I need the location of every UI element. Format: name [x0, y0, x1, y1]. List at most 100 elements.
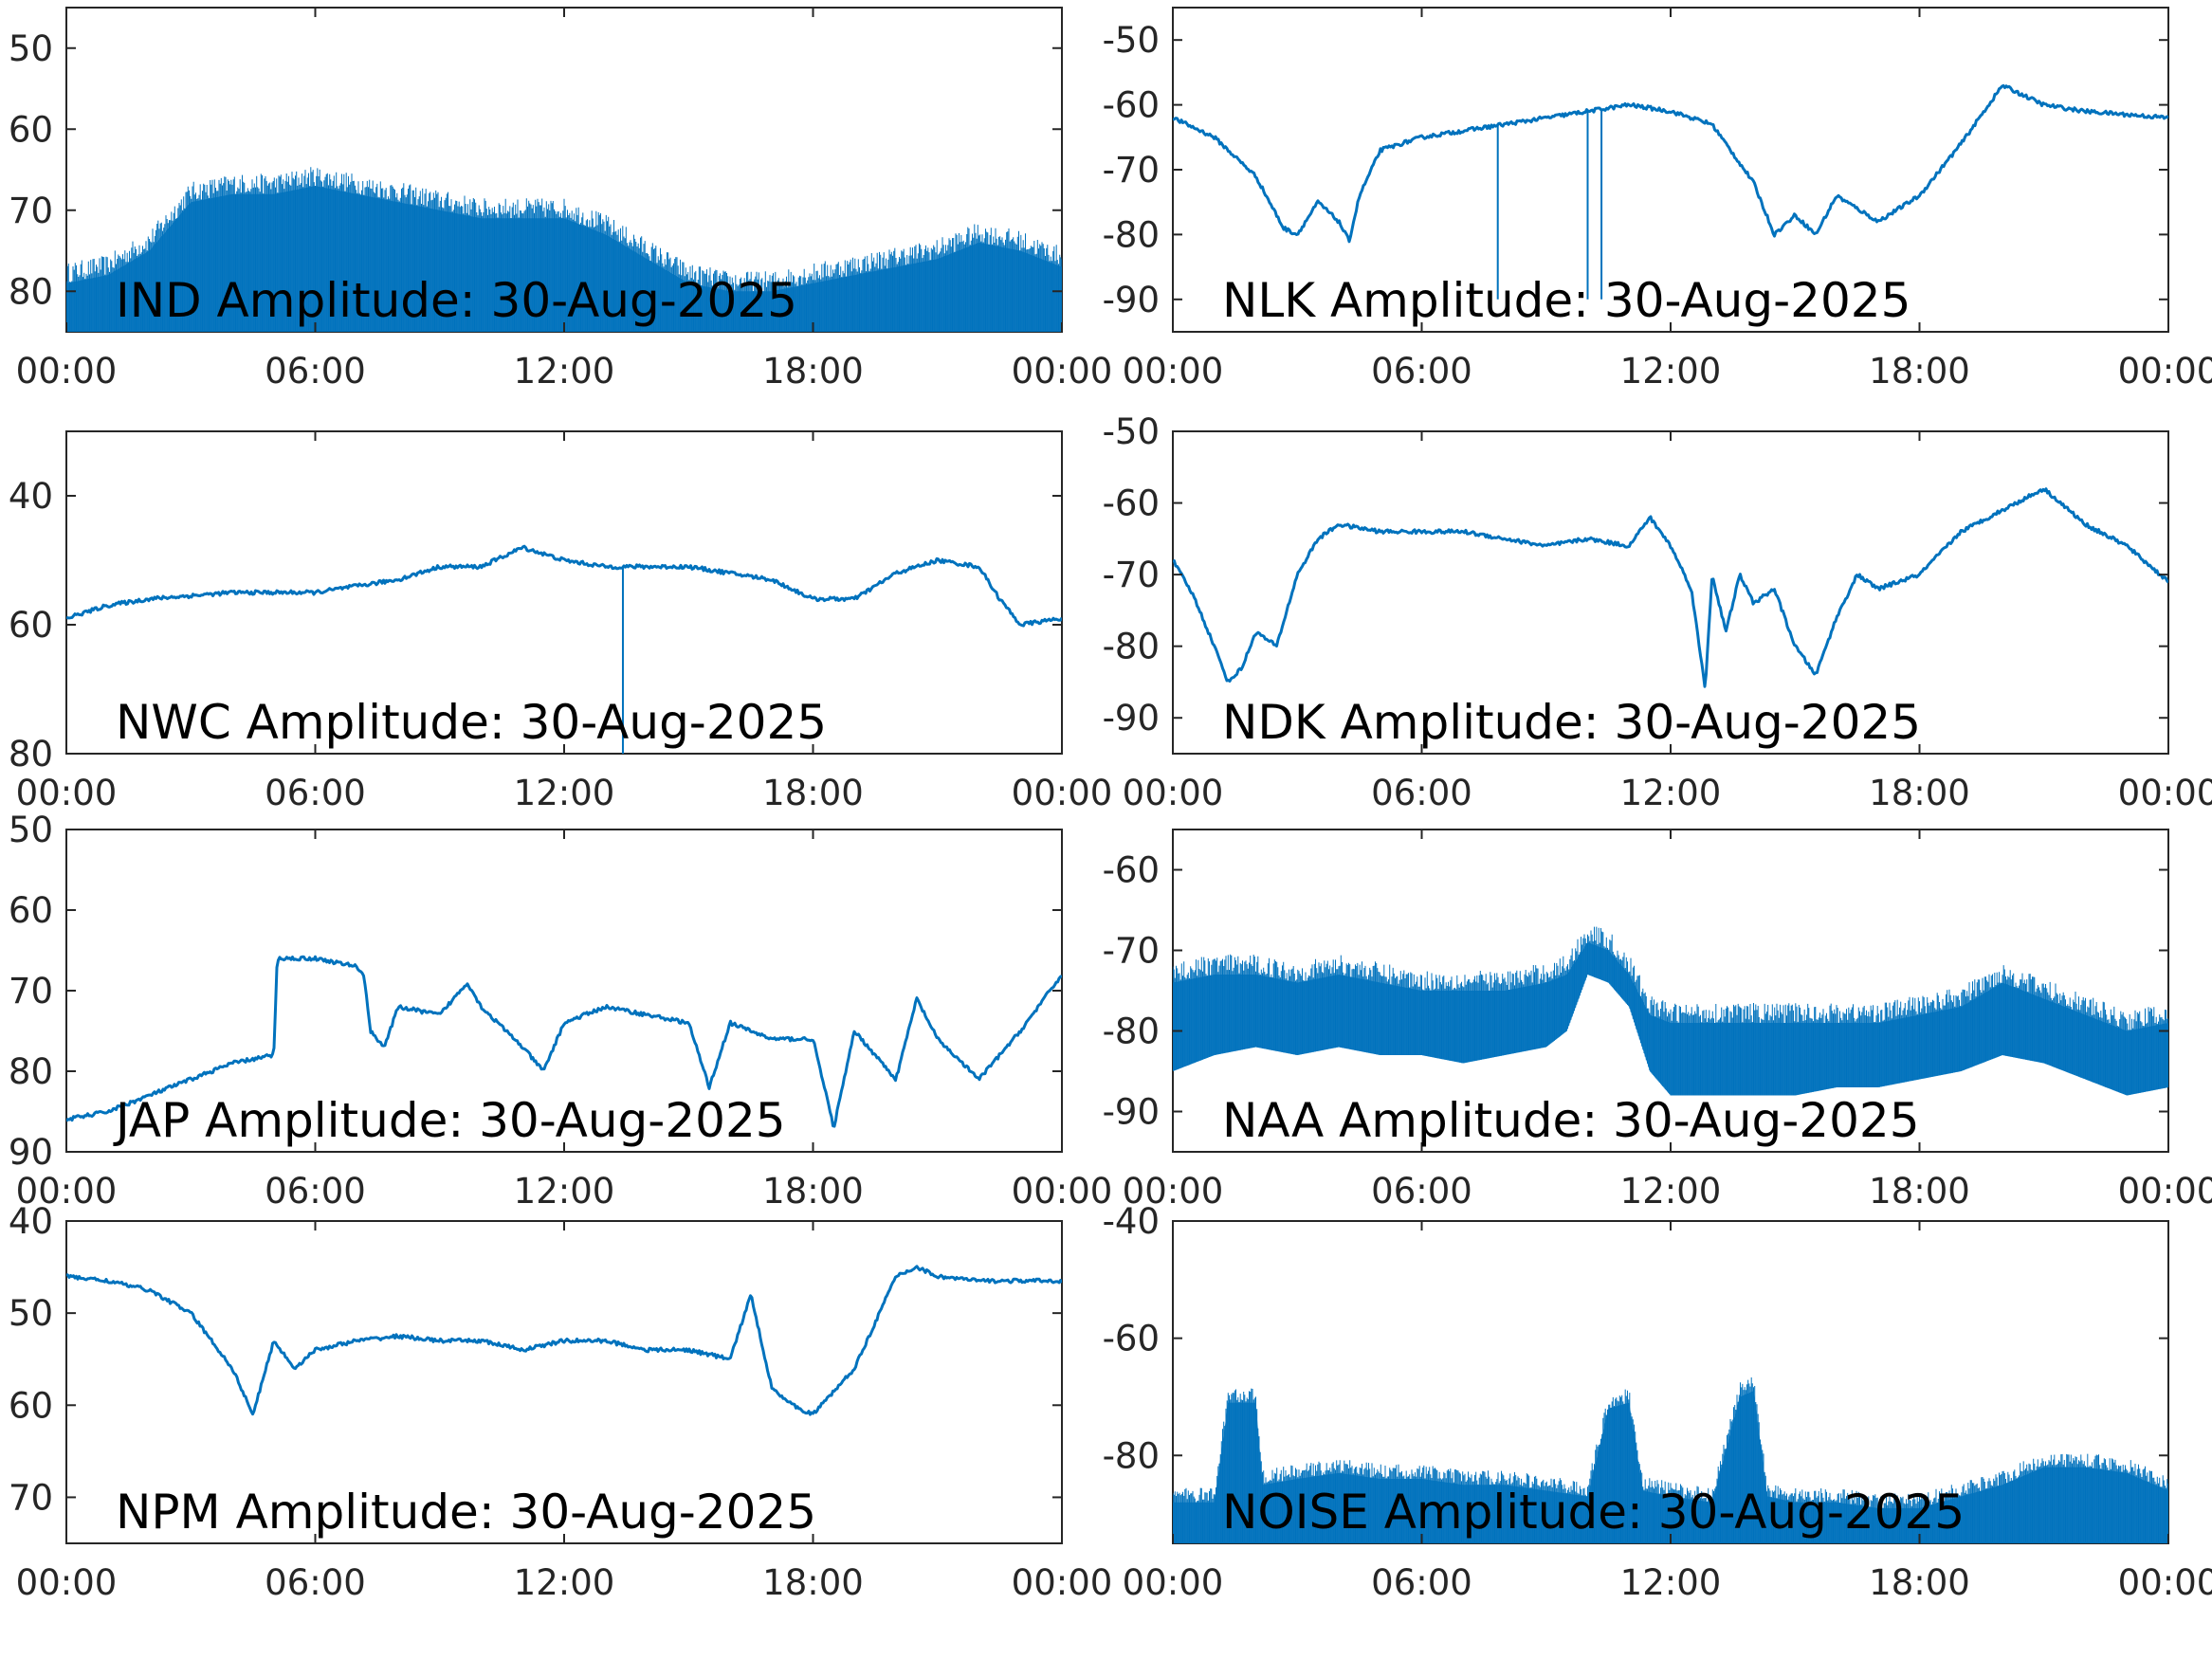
series-noise [1173, 1377, 2168, 1543]
x-tick-label: 12:00 [1620, 1562, 1722, 1603]
y-tick-label: -60 [1103, 850, 1160, 891]
y-tick-label: 40 [9, 476, 53, 517]
x-tick-label: 00:00 [2118, 1562, 2212, 1603]
x-tick-label: 18:00 [762, 1562, 864, 1603]
x-tick-label: 06:00 [1371, 351, 1472, 392]
plot-area [66, 955, 1062, 1128]
plot-area [66, 1265, 1062, 1416]
x-tick-label: 18:00 [762, 773, 864, 813]
plot-area [1173, 487, 2168, 688]
x-tick-label: 00:00 [1012, 1171, 1113, 1212]
x-tick-label: 00:00 [1123, 773, 1224, 813]
x-tick-label: 12:00 [514, 1171, 615, 1212]
y-tick-label: 60 [9, 890, 53, 931]
panel-title: NPM Amplitude: 30-Aug-2025 [116, 1485, 816, 1540]
x-tick-label: 00:00 [1012, 1562, 1113, 1603]
y-tick-label: -60 [1103, 1319, 1160, 1359]
y-tick-label: -50 [1103, 20, 1160, 61]
series-line [66, 955, 1062, 1128]
y-tick-label: 80 [9, 271, 53, 312]
y-tick-label: -90 [1103, 1092, 1160, 1133]
x-tick-label: 06:00 [1371, 773, 1472, 813]
plot-area [1173, 926, 2168, 1096]
y-tick-label: 70 [9, 191, 53, 231]
y-tick-label: -90 [1103, 698, 1160, 738]
x-tick-label: 06:00 [1371, 1171, 1472, 1212]
x-tick-label: 12:00 [514, 1562, 615, 1603]
y-tick-label: 50 [9, 28, 53, 69]
series-noise [1173, 926, 2168, 1096]
x-tick-label: 00:00 [16, 1562, 118, 1603]
x-tick-label: 00:00 [16, 351, 118, 392]
y-tick-label: -60 [1103, 483, 1160, 524]
series-line [1173, 83, 2168, 244]
axes-frame [65, 1220, 1063, 1544]
x-tick-label: 00:00 [1012, 773, 1113, 813]
axes-frame [1172, 7, 2169, 333]
x-tick-label: 00:00 [2118, 1171, 2212, 1212]
y-tick-label: 80 [9, 1051, 53, 1092]
y-tick-label: -80 [1103, 627, 1160, 667]
plot-area [66, 544, 1062, 754]
y-tick-label: -60 [1103, 85, 1160, 126]
series-noise [66, 167, 1062, 332]
x-tick-label: 12:00 [1620, 1171, 1722, 1212]
x-tick-label: 06:00 [265, 1562, 366, 1603]
panel-title: IND Amplitude: 30-Aug-2025 [116, 273, 797, 328]
x-tick-label: 18:00 [762, 351, 864, 392]
y-tick-label: 70 [9, 1477, 53, 1518]
x-tick-label: 00:00 [1123, 1171, 1224, 1212]
panel-title: NLK Amplitude: 30-Aug-2025 [1222, 273, 1910, 328]
x-tick-label: 00:00 [1012, 351, 1113, 392]
panel-2: -50 -60 -70 -80 -90 00:00 06:00 12:00 18:00 00:00… [1103, 7, 2212, 392]
panel-title: JAP Amplitude: 30-Aug-2025 [113, 1093, 786, 1148]
x-tick-label: 00:00 [2118, 351, 2212, 392]
x-tick-label: 18:00 [1869, 1562, 1970, 1603]
panel-6: -60 -70 -80 -90 00:00 06:00 12:00 18:00 00:00 NAA… [1103, 829, 2212, 1212]
y-tick-label: 70 [9, 971, 53, 1012]
x-tick-label: 12:00 [514, 773, 615, 813]
y-tick-label: 50 [9, 810, 53, 850]
y-tick-label: 60 [9, 109, 53, 150]
y-tick-label: 80 [9, 734, 53, 775]
x-tick-label: 06:00 [1371, 1562, 1472, 1603]
y-tick-label: -40 [1103, 1201, 1160, 1242]
y-tick-label: -70 [1103, 555, 1160, 595]
y-tick-label: -50 [1103, 411, 1160, 452]
series-line [66, 1265, 1062, 1416]
y-tick-label: -70 [1103, 150, 1160, 191]
x-tick-label: 00:00 [16, 773, 118, 813]
y-tick-label: 50 [9, 1293, 53, 1334]
plot-area [1173, 1377, 2168, 1543]
panel-1: 50 60 70 80 00:00 06:00 12:00 18:00 00:00 IND Amp… [9, 7, 1113, 392]
x-tick-label: 18:00 [762, 1171, 864, 1212]
axes-frame [65, 829, 1063, 1153]
series-line [1173, 487, 2168, 688]
x-tick-label: 12:00 [1620, 351, 1722, 392]
panel-title: NAA Amplitude: 30-Aug-2025 [1222, 1093, 1920, 1148]
x-tick-label: 00:00 [2118, 773, 2212, 813]
x-tick-label: 06:00 [265, 773, 366, 813]
x-tick-label: 06:00 [265, 351, 366, 392]
panel-8: -40 -60 -80 00:00 06:00 12:00 18:00 00:00 NOISE … [1103, 1201, 2212, 1603]
axes-frame [1172, 430, 2169, 755]
plot-area [66, 167, 1062, 332]
panel-title: NOISE Amplitude: 30-Aug-2025 [1222, 1485, 1965, 1540]
y-tick-label: 40 [9, 1201, 53, 1242]
x-tick-label: 00:00 [1123, 351, 1224, 392]
y-tick-label: 90 [9, 1132, 53, 1173]
x-tick-label: 06:00 [265, 1171, 366, 1212]
y-tick-label: 60 [9, 1385, 53, 1426]
x-tick-label: 18:00 [1869, 351, 1970, 392]
y-tick-label: -90 [1103, 280, 1160, 320]
x-tick-label: 12:00 [514, 351, 615, 392]
y-tick-label: 60 [9, 605, 53, 646]
panel-title: NWC Amplitude: 30-Aug-2025 [116, 695, 827, 750]
x-tick-label: 18:00 [1869, 1171, 1970, 1212]
plot-area [1173, 83, 2168, 300]
y-tick-label: -80 [1103, 1012, 1160, 1052]
x-tick-label: 18:00 [1869, 773, 1970, 813]
